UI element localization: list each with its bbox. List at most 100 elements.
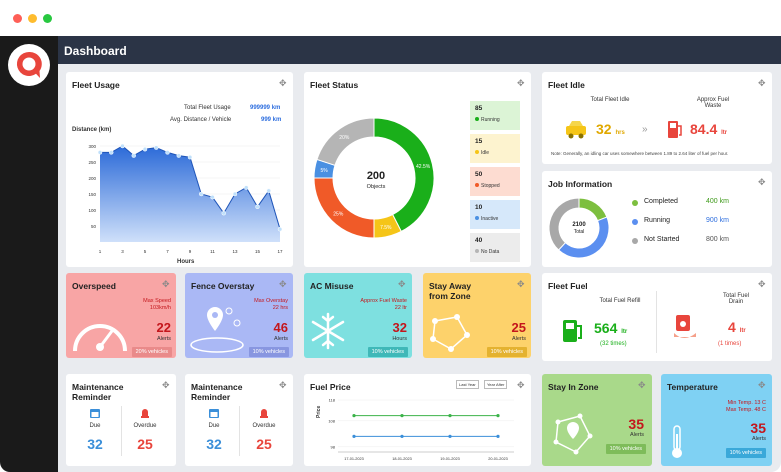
last-year-dropdown[interactable]: Last Year	[456, 380, 479, 389]
min-temp: Min Temp. 13 C	[727, 400, 766, 406]
move-handle-icon[interactable]: ✥	[758, 78, 766, 88]
stay-in-alerts-label: Alerts	[629, 432, 644, 438]
maintenance-reminder-card-2[interactable]: Maintenance Reminder ✥ Due Overdue 32 25	[185, 374, 293, 466]
fuel-price-line-chart: 98 108 118 17-01-2023 18-01-2023 19-01-2023 20…	[328, 398, 514, 461]
temperature-tile[interactable]: Temperature ✥ Min Temp. 13 C Max Temp. 4…	[661, 374, 772, 466]
segment-percent-label: 42.5%	[416, 164, 431, 170]
fuel-drain-icon	[674, 315, 696, 338]
move-handle-icon[interactable]: ✥	[517, 279, 525, 289]
series-point	[496, 414, 500, 418]
title-bar	[0, 0, 781, 36]
move-handle-icon[interactable]: ✥	[758, 279, 766, 289]
fence-overstay-tile[interactable]: Fence Overstay ✥ Max Overstay 22 hrs 46 …	[185, 273, 293, 358]
job-item-value: 900 km	[706, 217, 729, 224]
status-item-stopped[interactable]: 50 Stopped	[470, 167, 520, 196]
status-count: 10	[475, 204, 483, 211]
y-tick-label: 100	[88, 208, 96, 213]
job-color-dot	[632, 219, 638, 225]
ac-hours-value: 32	[392, 320, 407, 335]
overdue-value: 25	[256, 436, 272, 452]
series-point	[352, 414, 356, 418]
move-handle-icon[interactable]: ✥	[758, 177, 766, 187]
close-window-dot[interactable]	[13, 14, 22, 23]
status-count: 40	[475, 237, 483, 244]
job-item-running: Running 900 km	[632, 217, 767, 236]
temperature-alerts-label: Alerts	[751, 436, 766, 442]
job-item-completed: Completed 400 km	[632, 198, 767, 217]
y-tick-label: 98	[331, 444, 336, 449]
data-point	[277, 226, 283, 232]
ac-hours-label: Hours	[392, 336, 407, 342]
maximize-window-dot[interactable]	[43, 14, 52, 23]
status-count: 85	[475, 105, 483, 112]
segment-percent-label: 7.5%	[380, 225, 392, 231]
move-handle-icon[interactable]: ✥	[162, 279, 170, 289]
app-logo[interactable]	[8, 44, 50, 86]
status-label: Inactive	[475, 216, 515, 222]
data-point	[187, 154, 193, 160]
status-label: Idle	[475, 150, 515, 156]
status-label: No Data	[475, 249, 515, 255]
overspeed-tile[interactable]: Overspeed ✥ Max Speed 103km/h 22 Alerts …	[66, 273, 176, 358]
idle-car-icon	[566, 121, 586, 139]
data-point	[176, 153, 181, 158]
status-item-inactive[interactable]: 10 Inactive	[470, 200, 520, 229]
x-tick-label: 18-01-2023	[392, 457, 411, 461]
move-handle-icon[interactable]: ✥	[279, 78, 287, 88]
job-total-label: Total	[573, 229, 585, 235]
overspeed-alerts-value: 22	[156, 320, 171, 335]
max-speed-value: 103km/h	[149, 305, 171, 311]
minimize-window-dot[interactable]	[28, 14, 37, 23]
fuel-divider	[656, 291, 657, 353]
x-tick-label: 15	[255, 249, 261, 254]
stay-in-zone-tile[interactable]: Stay In Zone ✥ 35 Alerts 10% vehicles	[542, 374, 652, 466]
job-total-value: 2100	[572, 222, 586, 228]
maintenance-title: Maintenance Reminder	[72, 382, 124, 402]
data-point	[142, 146, 148, 152]
alarm-icon	[260, 409, 268, 418]
max-temp: Max Temp. 48 C	[726, 407, 766, 413]
stay-away-title: Stay Away from Zone	[429, 281, 472, 301]
x-tick-label: 5	[144, 249, 147, 254]
total-fleet-usage-value: 999999 km	[250, 105, 281, 111]
maintenance-reminder-card-1[interactable]: Maintenance Reminder ✥ Due Overdue 32 25	[66, 374, 176, 466]
move-handle-icon[interactable]: ✥	[162, 380, 170, 390]
job-item-label: Running	[644, 217, 671, 224]
overspeed-vehicles-badge: 20% vehicles	[131, 347, 172, 357]
fleet-idle-title: Fleet Idle	[548, 80, 585, 90]
job-color-dot	[632, 200, 638, 206]
move-handle-icon[interactable]: ✥	[517, 380, 525, 390]
ac-misuse-tile[interactable]: AC Misuse ✥ Approx Fuel Waste 22 ltr 32 …	[304, 273, 412, 358]
move-handle-icon[interactable]: ✥	[398, 279, 406, 289]
fuel-waste-value: 84.4	[690, 121, 718, 137]
status-count: 50	[475, 171, 483, 178]
move-handle-icon[interactable]: ✥	[638, 380, 646, 390]
map-pin-icon	[190, 307, 244, 353]
segment-percent-label: 25%	[333, 212, 344, 218]
stay-away-alerts-label: Alerts	[511, 336, 526, 342]
stay-away-zone-tile[interactable]: Stay Away from Zone ✥ 25 Alerts 10% vehi…	[423, 273, 531, 358]
avg-distance-value: 999 km	[261, 117, 282, 123]
page-title: Dashboard	[64, 44, 127, 58]
job-item-value: 400 km	[706, 198, 729, 205]
status-item-idle[interactable]: 15 Idle	[470, 134, 520, 163]
job-item-label: Not Started	[644, 236, 680, 243]
status-item-running[interactable]: 85 Running	[470, 101, 520, 130]
stay-away-vehicles-badge: 10% vehicles	[486, 347, 527, 357]
ac-fuel-waste-value: 22 ltr	[394, 305, 407, 311]
temperature-alerts-value: 35	[750, 420, 766, 436]
series-point	[352, 434, 356, 438]
y-tick-label: 50	[91, 224, 97, 229]
move-handle-icon[interactable]: ✥	[758, 380, 766, 390]
move-handle-icon[interactable]: ✥	[517, 78, 525, 88]
status-item-no-data[interactable]: 40 No Data	[470, 233, 520, 262]
move-handle-icon[interactable]: ✥	[279, 279, 287, 289]
job-item-not-started: Not Started 800 km	[632, 236, 767, 255]
year-after-dropdown[interactable]: Year After	[484, 380, 508, 389]
fuel-price-title: Fuel Price	[310, 382, 351, 392]
idle-hours-unit: hrs	[615, 130, 625, 136]
move-handle-icon[interactable]: ✥	[279, 380, 287, 390]
data-point	[154, 145, 159, 150]
x-tick-label: 17-01-2023	[344, 457, 363, 461]
